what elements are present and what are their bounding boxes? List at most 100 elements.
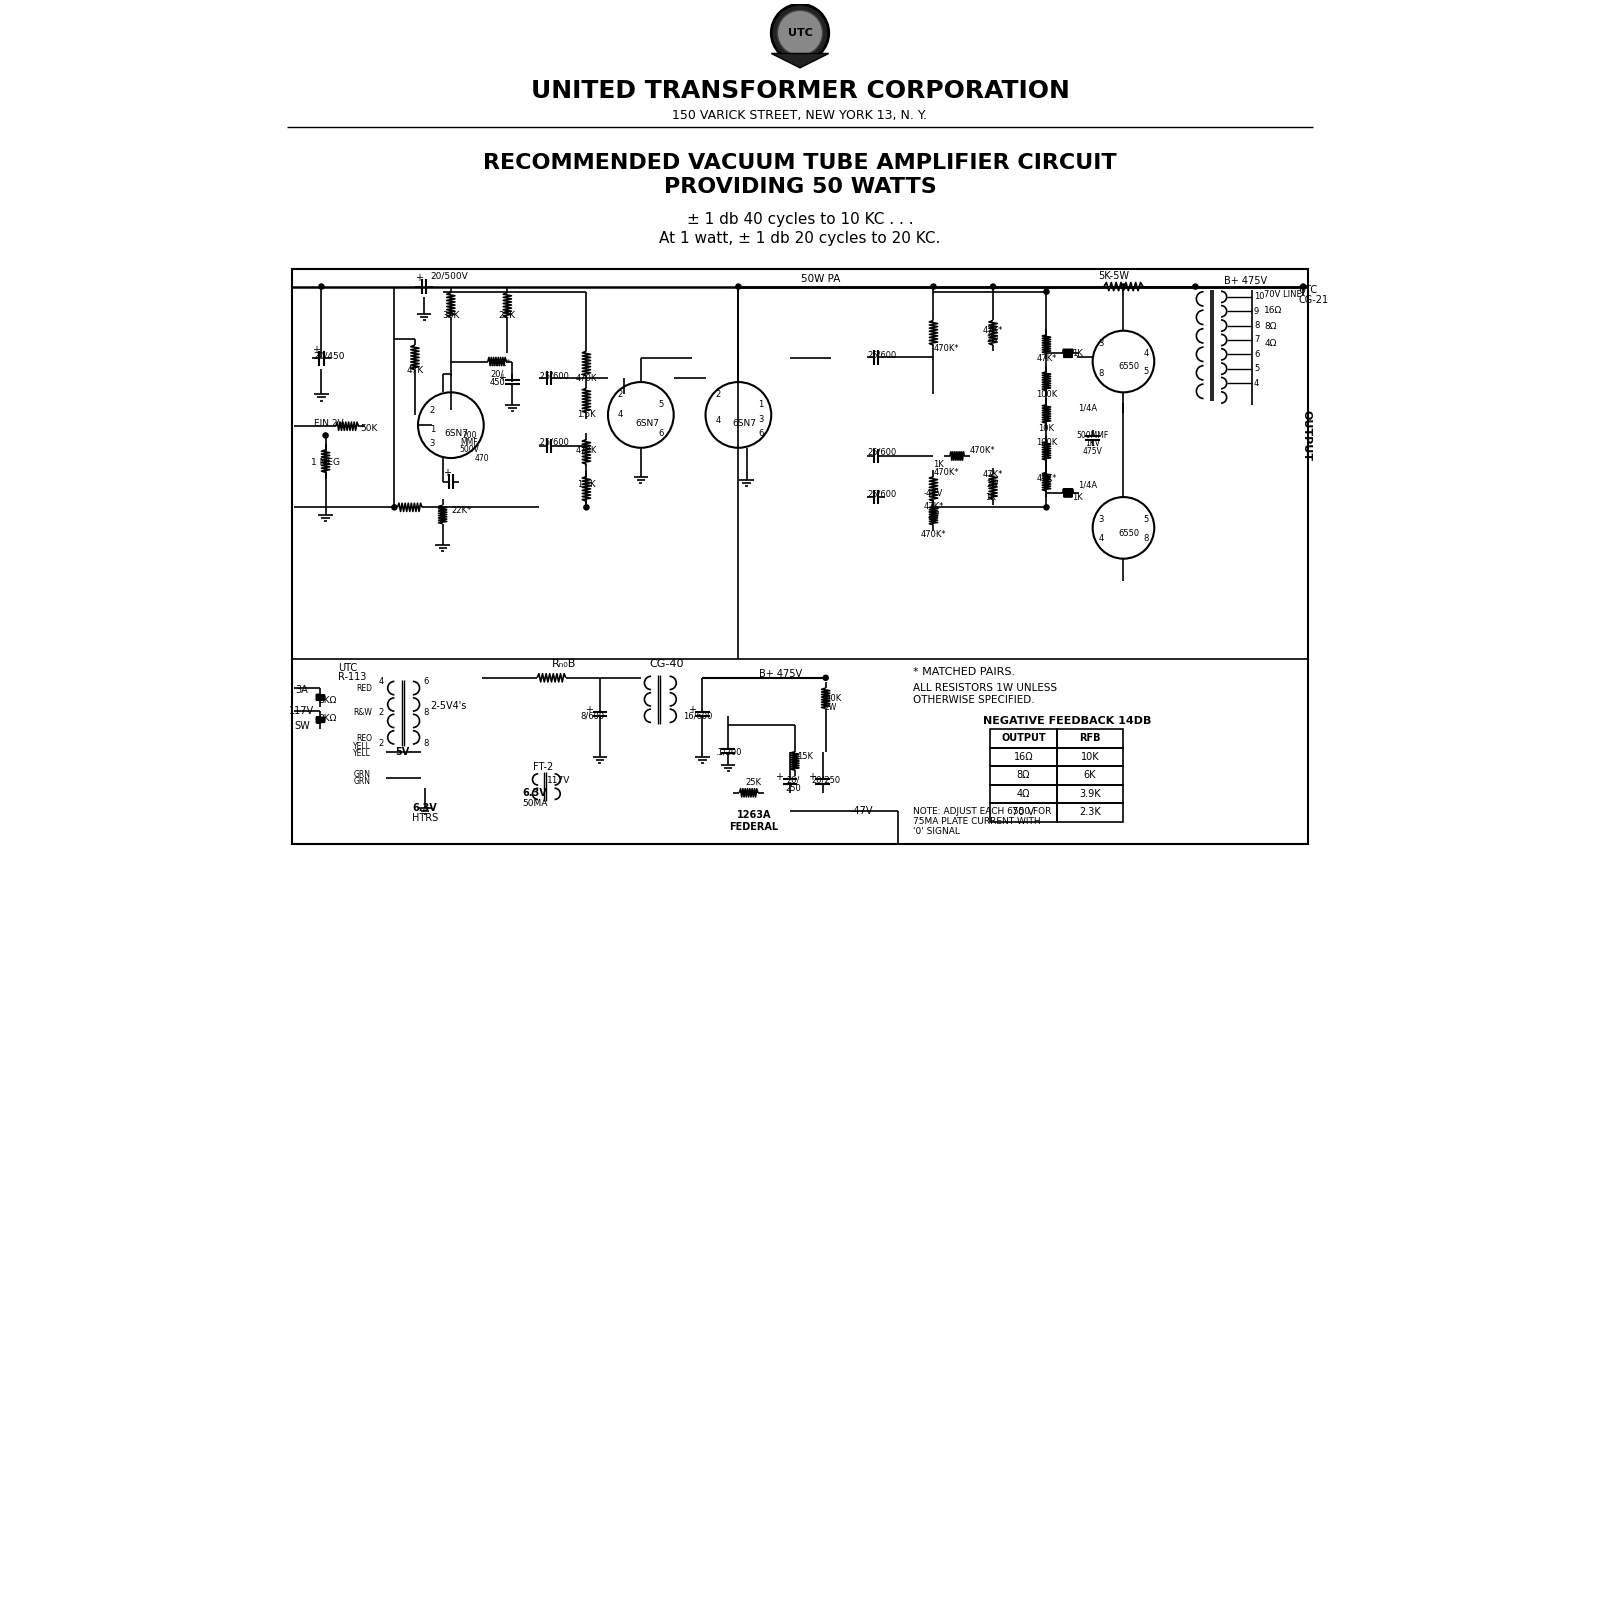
Text: 22K: 22K (499, 310, 515, 320)
Text: 2W: 2W (987, 336, 998, 344)
Text: 1 MEG: 1 MEG (310, 458, 341, 467)
Text: 10: 10 (1254, 293, 1264, 301)
Text: 1KV: 1KV (1085, 438, 1101, 448)
Text: * MATCHED PAIRS.: * MATCHED PAIRS. (914, 667, 1014, 677)
Text: 22K*: 22K* (451, 506, 472, 515)
Text: 5V: 5V (395, 747, 410, 757)
Text: 6: 6 (758, 429, 763, 438)
Text: FT-2: FT-2 (533, 762, 554, 773)
Text: 5: 5 (1144, 515, 1149, 525)
Text: .25/600: .25/600 (538, 437, 570, 446)
Text: 1263A: 1263A (736, 811, 771, 821)
Text: 7: 7 (1254, 336, 1259, 344)
Text: 50K: 50K (360, 424, 378, 432)
Text: 8: 8 (422, 709, 429, 717)
Text: 5: 5 (1144, 368, 1149, 376)
Text: UTC: UTC (787, 27, 813, 38)
Text: 6K: 6K (1083, 770, 1096, 781)
Text: RED: RED (355, 683, 371, 693)
Text: 1/4A: 1/4A (1078, 480, 1098, 490)
Text: 1/4A: 1/4A (1078, 403, 1098, 413)
Circle shape (778, 10, 822, 56)
Text: 2W: 2W (928, 510, 939, 520)
Text: RFB: RFB (1080, 733, 1101, 744)
Text: 250: 250 (786, 784, 800, 794)
Text: 1K: 1K (1072, 349, 1083, 358)
Text: 2: 2 (618, 390, 622, 398)
Text: OUTPUT: OUTPUT (1301, 410, 1312, 461)
Text: 15K: 15K (797, 752, 813, 762)
Text: 6SN7: 6SN7 (733, 419, 757, 427)
Text: 2: 2 (379, 709, 384, 717)
Circle shape (1122, 283, 1126, 290)
Text: 1K: 1K (984, 493, 995, 501)
Text: 100K: 100K (1035, 438, 1058, 446)
Bar (990, 803, 1056, 821)
Text: 6: 6 (422, 677, 429, 686)
Text: 470K: 470K (576, 374, 597, 384)
Text: 4Ω: 4Ω (1264, 339, 1277, 347)
Text: SW: SW (294, 722, 310, 731)
Text: +: + (586, 704, 594, 715)
Bar (1056, 803, 1123, 821)
Circle shape (1192, 283, 1198, 290)
Text: 20/500V: 20/500V (430, 272, 469, 280)
Text: 6.3V: 6.3V (413, 803, 437, 813)
Text: 25K: 25K (746, 778, 762, 787)
Circle shape (1043, 504, 1050, 510)
Circle shape (736, 283, 741, 290)
Bar (990, 747, 1056, 766)
Text: 150 VARICK STREET, NEW YORK 13, N. Y.: 150 VARICK STREET, NEW YORK 13, N. Y. (672, 109, 928, 122)
Text: 6550: 6550 (1118, 362, 1139, 371)
Circle shape (771, 5, 829, 62)
Text: RECOMMENDED VACUUM TUBE AMPLIFIER CIRCUIT: RECOMMENDED VACUUM TUBE AMPLIFIER CIRCUI… (483, 154, 1117, 173)
Text: 1.5K: 1.5K (578, 480, 595, 490)
Text: 20/450: 20/450 (314, 352, 344, 362)
Circle shape (318, 283, 325, 290)
Text: OTHERWISE SPECIFIED.: OTHERWISE SPECIFIED. (914, 696, 1035, 706)
Text: 200: 200 (462, 430, 477, 440)
Bar (1056, 766, 1123, 784)
Circle shape (1043, 290, 1050, 294)
Text: 1: 1 (430, 424, 435, 434)
Text: 50MA: 50MA (523, 798, 549, 808)
Text: 500MMF: 500MMF (1077, 430, 1109, 440)
Text: At 1 watt, ± 1 db 20 cycles to 20 KC.: At 1 watt, ± 1 db 20 cycles to 20 KC. (659, 230, 941, 246)
Text: 70 V: 70 V (1013, 808, 1035, 818)
Text: 4: 4 (379, 677, 384, 686)
Text: +: + (688, 704, 696, 715)
Text: 470K*: 470K* (933, 344, 958, 352)
Text: 450: 450 (490, 378, 506, 387)
Text: PROVIDING 50 WATTS: PROVIDING 50 WATTS (664, 178, 936, 197)
Circle shape (931, 283, 936, 290)
Text: GRN: GRN (354, 770, 370, 779)
Text: 117V: 117V (290, 706, 315, 715)
Text: +: + (776, 773, 784, 782)
Text: 4: 4 (618, 411, 622, 419)
Text: HTRS: HTRS (413, 813, 438, 824)
Text: 6.3V: 6.3V (523, 787, 547, 798)
Circle shape (1301, 283, 1306, 290)
Text: 3: 3 (1098, 339, 1104, 347)
Text: R&W: R&W (354, 709, 371, 717)
Text: 47K*: 47K* (923, 502, 944, 510)
Text: +: + (498, 373, 506, 382)
Text: 75MA PLATE CURRENT WITH: 75MA PLATE CURRENT WITH (914, 818, 1040, 826)
Circle shape (584, 504, 589, 510)
Text: 20/: 20/ (786, 776, 800, 786)
Text: 5K-5W: 5K-5W (1098, 272, 1128, 282)
Text: 47K*: 47K* (1037, 354, 1056, 363)
Text: .1/200: .1/200 (715, 747, 741, 757)
Text: 8Ω: 8Ω (1016, 770, 1030, 781)
Text: Rₙ₀B: Rₙ₀B (552, 659, 576, 669)
Text: 1K: 1K (933, 459, 944, 469)
Text: ± 1 db 40 cycles to 10 KC . . .: ± 1 db 40 cycles to 10 KC . . . (686, 213, 914, 227)
Text: NEGATIVE FEEDBACK 14DB: NEGATIVE FEEDBACK 14DB (982, 715, 1150, 726)
Text: 8KΩ: 8KΩ (318, 696, 338, 706)
Text: +: + (414, 274, 422, 283)
Bar (291, 269, 1309, 845)
Text: 470K*: 470K* (970, 446, 995, 456)
Text: 20/: 20/ (490, 370, 504, 378)
Text: 8: 8 (422, 739, 429, 749)
Text: MMF: MMF (461, 438, 478, 446)
